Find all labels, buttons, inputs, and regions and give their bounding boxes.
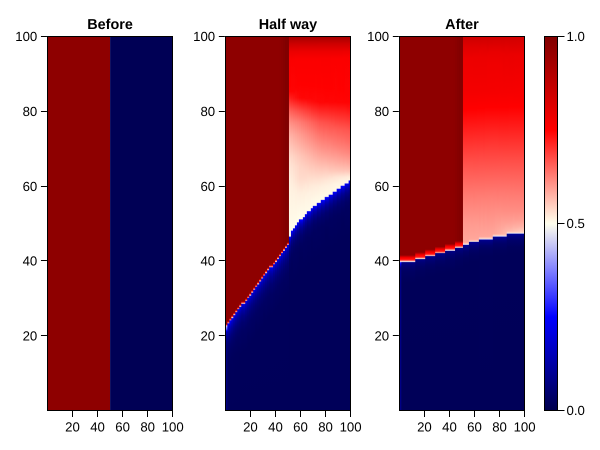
svg-text:0.5: 0.5 [567, 216, 585, 231]
svg-text:40: 40 [374, 254, 389, 269]
svg-text:60: 60 [293, 420, 308, 435]
svg-text:100: 100 [367, 29, 389, 44]
svg-text:80: 80 [492, 420, 507, 435]
svg-text:100: 100 [15, 29, 37, 44]
svg-text:60: 60 [467, 420, 482, 435]
svg-text:100: 100 [340, 420, 362, 435]
svg-text:60: 60 [200, 179, 215, 194]
svg-text:20: 20 [65, 420, 80, 435]
svg-text:80: 80 [200, 104, 215, 119]
svg-text:100: 100 [514, 420, 536, 435]
svg-text:60: 60 [374, 179, 389, 194]
svg-text:1.0: 1.0 [567, 29, 585, 44]
svg-text:80: 80 [318, 420, 333, 435]
svg-text:100: 100 [162, 420, 184, 435]
svg-text:60: 60 [115, 420, 130, 435]
svg-text:20: 20 [243, 420, 258, 435]
svg-text:80: 80 [140, 420, 155, 435]
svg-text:40: 40 [23, 254, 38, 269]
svg-text:After: After [445, 17, 479, 33]
svg-text:20: 20 [374, 328, 389, 343]
svg-text:80: 80 [374, 104, 389, 119]
svg-text:100: 100 [193, 29, 215, 44]
svg-text:40: 40 [442, 420, 457, 435]
svg-text:20: 20 [23, 328, 38, 343]
svg-text:20: 20 [417, 420, 432, 435]
svg-text:20: 20 [200, 328, 215, 343]
svg-text:Before: Before [87, 17, 133, 33]
svg-text:40: 40 [90, 420, 105, 435]
svg-text:0.0: 0.0 [567, 403, 585, 418]
svg-text:40: 40 [200, 254, 215, 269]
svg-text:80: 80 [23, 104, 38, 119]
svg-text:60: 60 [23, 179, 38, 194]
svg-text:40: 40 [268, 420, 283, 435]
svg-text:Half way: Half way [259, 17, 317, 33]
